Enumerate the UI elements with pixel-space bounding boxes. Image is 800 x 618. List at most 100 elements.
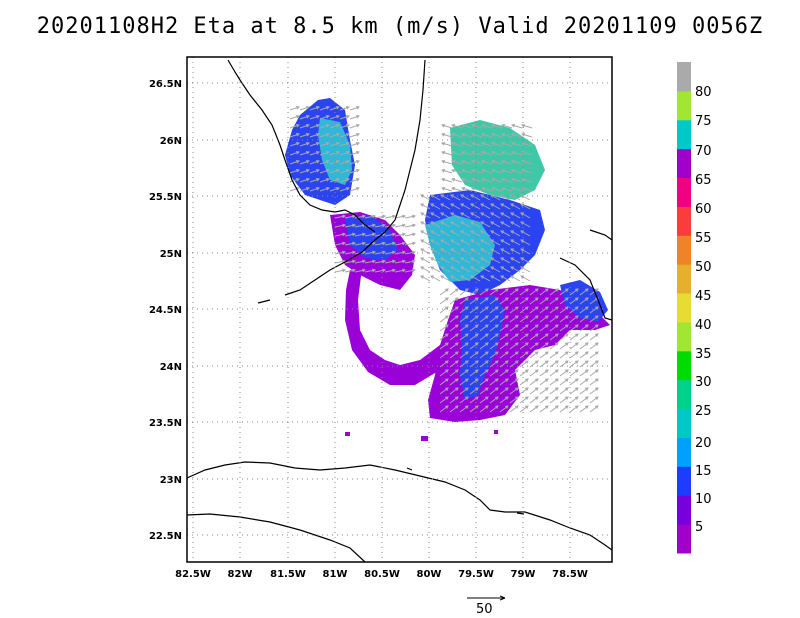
wind-arrow xyxy=(364,250,377,255)
wind-arrow xyxy=(450,275,461,282)
wind-arrow xyxy=(450,266,461,273)
wind-arrow xyxy=(481,168,493,174)
wind-arrow xyxy=(339,114,350,120)
wind-arrow xyxy=(521,150,533,156)
wind-arrow xyxy=(459,297,469,305)
wind-arrow xyxy=(439,342,449,350)
wind-arrow xyxy=(339,141,350,147)
wind-arrow xyxy=(480,257,491,264)
wind-arrow xyxy=(460,257,471,264)
wind-arrow xyxy=(299,168,310,174)
field-speck xyxy=(494,430,498,434)
wind-arrow xyxy=(480,275,491,282)
wind-arrow xyxy=(549,288,559,296)
wind-arrow xyxy=(384,250,397,255)
wind-arrow xyxy=(440,248,451,255)
wind-arrow xyxy=(489,342,499,350)
wind-arrow xyxy=(384,268,397,273)
wind-arrow xyxy=(404,232,417,237)
wind-arrow xyxy=(450,248,461,255)
wind-arrow xyxy=(559,396,569,404)
wind-arrow xyxy=(549,369,559,377)
colorbar-segment xyxy=(677,350,691,381)
colorbar-segment xyxy=(677,119,691,150)
wind-arrow xyxy=(449,369,459,377)
wind-arrow xyxy=(529,297,539,305)
wind-arrow xyxy=(569,342,579,350)
wind-arrow xyxy=(460,275,471,282)
wind-arrow xyxy=(509,387,519,395)
wind-arrow xyxy=(509,405,519,413)
wind-arrow xyxy=(449,315,459,323)
colorbar-label: 75 xyxy=(695,114,712,129)
wind-arrow xyxy=(539,324,549,332)
colorbar-label: 40 xyxy=(695,318,712,333)
wind-arrow xyxy=(339,105,350,111)
wind-arrow xyxy=(539,351,549,359)
wind-arrow xyxy=(579,369,589,377)
map-title: 20201108H2 Eta at 8.5 km (m/s) Valid 202… xyxy=(36,14,764,39)
wind-arrow xyxy=(520,203,531,210)
lon-tick-label: 80.5W xyxy=(364,569,400,580)
wind-arrow xyxy=(449,297,459,305)
wind-arrow xyxy=(499,387,509,395)
wind-arrow xyxy=(461,141,473,147)
wind-arrow xyxy=(499,396,509,404)
wind-arrow xyxy=(499,333,509,341)
colorbar-label: 5 xyxy=(695,520,703,535)
wind-arrow xyxy=(459,342,469,350)
wind-arrow xyxy=(344,232,357,237)
wind-arrow xyxy=(420,275,431,282)
wind-arrow xyxy=(491,177,503,183)
wind-arrow xyxy=(470,275,481,282)
wind-arrow xyxy=(439,387,449,395)
wind-arrow xyxy=(349,159,360,165)
wind-arrow xyxy=(450,257,461,264)
wind-arrow xyxy=(510,212,521,219)
wind-arrow xyxy=(579,333,589,341)
wind-arrow xyxy=(579,324,589,332)
wind-arrow xyxy=(559,351,569,359)
wind-arrow xyxy=(481,132,493,138)
wind-arrow xyxy=(374,223,387,228)
wind-arrow xyxy=(339,186,350,192)
wind-arrow xyxy=(440,212,451,219)
colorbar-label: 50 xyxy=(695,260,712,275)
wind-arrow xyxy=(469,288,479,296)
wind-arrow xyxy=(509,288,519,296)
wind-arrow xyxy=(549,378,559,386)
wind-arrow xyxy=(589,351,599,359)
wind-arrow xyxy=(479,369,489,377)
wind-arrow xyxy=(461,186,473,192)
wind-arrow xyxy=(329,105,340,111)
wind-arrow xyxy=(490,230,501,237)
wind-arrow xyxy=(569,297,579,305)
wind-arrow xyxy=(481,123,493,129)
wind-arrow xyxy=(469,315,479,323)
colorbar-segment xyxy=(677,206,691,236)
wind-arrow xyxy=(309,114,320,120)
wind-arrow xyxy=(519,351,529,359)
wind-arrow xyxy=(559,378,569,386)
wind-arrow xyxy=(501,141,513,147)
wind-arrow xyxy=(471,177,483,183)
wind-arrow xyxy=(344,268,357,273)
wind-arrow xyxy=(384,241,397,246)
wind-arrow xyxy=(569,324,579,332)
wind-arrow xyxy=(500,257,511,264)
wind-arrow xyxy=(559,333,569,341)
wind-arrow xyxy=(529,315,539,323)
wind-arrow xyxy=(394,214,407,219)
wind-arrow xyxy=(364,268,377,273)
wind-arrow xyxy=(529,333,539,341)
wind-arrow xyxy=(489,288,499,296)
wind-arrow xyxy=(339,150,350,156)
wind-arrow xyxy=(491,186,503,192)
wind-arrow xyxy=(439,378,449,386)
wind-arrow xyxy=(529,351,539,359)
wind-arrow xyxy=(319,114,330,120)
wind-arrow xyxy=(480,230,491,237)
wind-arrow xyxy=(539,405,549,413)
wind-arrow xyxy=(549,405,559,413)
wind-arrow xyxy=(539,288,549,296)
